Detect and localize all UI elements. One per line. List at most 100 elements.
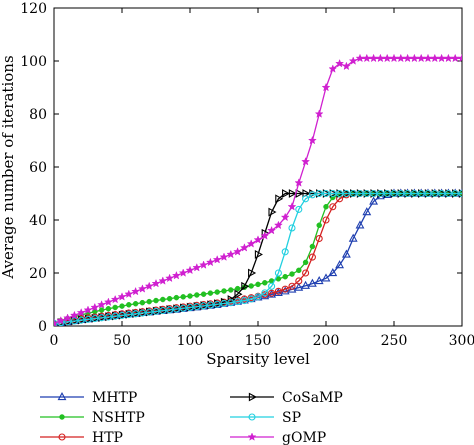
data-point-sp: [431, 189, 439, 198]
data-point-gomp: [389, 53, 399, 63]
data-point-cosamp: [241, 281, 250, 291]
data-point-sp: [376, 189, 384, 198]
data-point-mhtp: [301, 280, 311, 289]
data-point-sp: [438, 189, 446, 198]
data-point-mhtp: [294, 282, 304, 291]
data-point-cosamp: [234, 289, 243, 299]
data-point-cosamp: [302, 189, 311, 198]
data-point-gomp: [443, 53, 453, 63]
data-point-mhtp: [280, 286, 290, 295]
legend-label-cosamp: CoSaMP: [282, 390, 343, 406]
data-point-sp: [70, 317, 78, 325]
legend-label-nshtp: NSHTP: [92, 410, 145, 426]
data-point-cosamp: [282, 189, 291, 198]
data-point-sp: [77, 316, 85, 324]
data-point-sp: [118, 311, 126, 319]
x-tick-label: 250: [381, 333, 408, 349]
data-point-sp: [424, 189, 432, 198]
data-point-sp: [261, 289, 269, 297]
data-point-gomp: [321, 82, 331, 92]
data-point-nshtp: [132, 300, 139, 307]
data-point-gomp: [267, 225, 277, 235]
data-point-cosamp: [248, 268, 257, 278]
data-point-sp: [152, 307, 160, 315]
data-point-htp: [268, 289, 276, 297]
data-point-sp: [295, 205, 303, 213]
data-point-nshtp: [112, 304, 118, 311]
data-point-nshtp: [194, 292, 200, 298]
data-point-sp: [336, 189, 344, 198]
data-point-sp: [125, 311, 133, 319]
data-point-mhtp: [335, 260, 345, 269]
legend-item-mhtp: MHTP: [40, 390, 137, 406]
data-point-sp: [288, 224, 296, 232]
data-point-gomp: [137, 284, 147, 293]
legend-marker-sp: [248, 413, 256, 421]
data-point-gomp: [307, 135, 317, 145]
series-mhtp: [54, 188, 462, 326]
data-point-sp: [302, 195, 310, 203]
data-point-nshtp: [98, 307, 105, 313]
data-point-mhtp: [314, 276, 324, 285]
series-layer: [54, 53, 462, 326]
data-point-mhtp: [362, 207, 372, 216]
data-point-nshtp: [200, 291, 207, 297]
data-point-sp: [159, 307, 167, 315]
data-point-gomp: [76, 308, 86, 317]
data-point-gomp: [69, 310, 79, 320]
data-point-gomp: [430, 53, 440, 63]
data-point-gomp: [144, 281, 154, 291]
data-point-sp: [247, 295, 255, 303]
y-tick-label: 20: [29, 266, 47, 282]
data-point-sp: [410, 189, 418, 198]
data-point-sp: [91, 315, 99, 323]
data-point-gomp: [63, 313, 73, 322]
series-line-sp: [54, 192, 462, 324]
data-point-nshtp: [316, 222, 322, 229]
data-point-nshtp: [296, 267, 302, 274]
y-axis-label: Average number of iterations: [0, 55, 17, 279]
x-tick-label: 0: [50, 333, 59, 349]
data-point-gomp: [192, 262, 202, 272]
data-point-gomp: [260, 231, 270, 240]
series-gomp: [54, 53, 462, 326]
data-point-nshtp: [153, 297, 159, 304]
data-point-sp: [451, 189, 459, 198]
data-point-sp: [383, 189, 391, 198]
legend: MHTP NSHTP HTP CoSaMP SP gOMP: [40, 390, 343, 445]
data-point-sp: [329, 189, 337, 198]
data-point-htp: [281, 285, 289, 293]
x-axis-label: Sparsity level: [206, 350, 310, 368]
data-point-sp: [444, 189, 452, 198]
data-point-gomp: [103, 297, 113, 306]
data-point-sp: [315, 189, 323, 198]
data-point-nshtp: [248, 283, 254, 289]
data-point-nshtp: [234, 285, 241, 292]
series-line-mhtp: [54, 192, 462, 324]
data-point-cosamp: [227, 295, 236, 304]
data-point-nshtp: [262, 280, 268, 286]
data-point-gomp: [165, 273, 175, 283]
data-point-sp: [356, 189, 364, 198]
data-point-gomp: [396, 53, 406, 63]
data-point-sp: [132, 310, 140, 318]
data-point-sp: [308, 191, 316, 199]
data-point-gomp: [348, 56, 358, 65]
data-point-nshtp: [221, 288, 227, 294]
data-point-nshtp: [166, 295, 173, 302]
legend-marker-mhtp: [57, 392, 67, 401]
data-point-sp: [84, 315, 92, 323]
series-sp: [54, 189, 462, 326]
data-point-gomp: [423, 53, 433, 63]
data-point-nshtp: [180, 294, 186, 300]
data-point-htp: [302, 269, 310, 277]
data-point-gomp: [273, 220, 283, 230]
data-point-nshtp: [105, 306, 112, 312]
y-tick-label: 100: [20, 54, 47, 70]
y-tick-label: 80: [29, 107, 47, 123]
data-point-sp: [234, 298, 242, 306]
data-point-htp: [322, 216, 330, 224]
data-point-nshtp: [126, 302, 132, 308]
data-point-nshtp: [255, 281, 261, 288]
data-point-sp: [254, 293, 262, 301]
